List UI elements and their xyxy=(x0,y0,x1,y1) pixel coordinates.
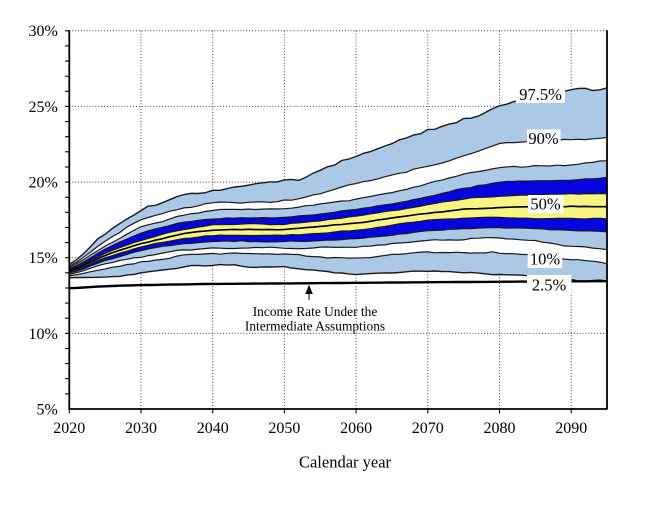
svg-text:25%: 25% xyxy=(28,99,57,116)
svg-text:90%: 90% xyxy=(528,129,559,148)
svg-text:10%: 10% xyxy=(530,250,561,269)
svg-text:Intermediate Assumptions: Intermediate Assumptions xyxy=(245,319,385,334)
svg-text:50%: 50% xyxy=(530,195,561,214)
svg-text:10%: 10% xyxy=(28,326,57,343)
svg-text:Calendar year: Calendar year xyxy=(299,453,392,472)
svg-text:2030: 2030 xyxy=(125,420,157,437)
svg-text:97.5%: 97.5% xyxy=(519,85,562,104)
svg-text:2070: 2070 xyxy=(412,420,444,437)
svg-text:2040: 2040 xyxy=(197,420,229,437)
svg-text:2020: 2020 xyxy=(53,420,85,437)
svg-text:Income Rate Under the: Income Rate Under the xyxy=(253,304,378,319)
svg-text:2080: 2080 xyxy=(484,420,516,437)
svg-text:2050: 2050 xyxy=(268,420,300,437)
svg-text:2060: 2060 xyxy=(340,420,372,437)
svg-text:30%: 30% xyxy=(28,23,57,40)
svg-text:5%: 5% xyxy=(36,401,57,418)
svg-text:15%: 15% xyxy=(28,250,57,267)
svg-text:2.5%: 2.5% xyxy=(532,276,567,295)
svg-text:20%: 20% xyxy=(28,175,57,192)
svg-text:2090: 2090 xyxy=(555,420,587,437)
